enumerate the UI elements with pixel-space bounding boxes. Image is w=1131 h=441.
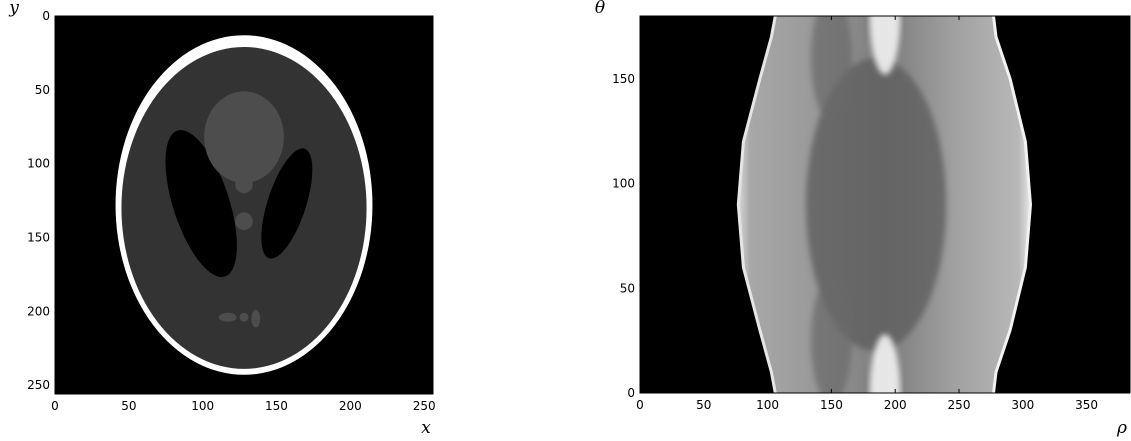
phantom-x-ticks: 0 50 100 150 200 250 xyxy=(51,16,436,413)
right-ventricle xyxy=(261,148,313,259)
sinogram-x-tick-label: 100 xyxy=(756,398,779,412)
phantom-x-tick-label: 150 xyxy=(265,399,288,413)
bottom-center-blob xyxy=(239,312,249,322)
phantom-x-tick-label: 0 xyxy=(51,399,59,413)
sinogram-right-rim xyxy=(992,16,1033,393)
sinogram-x-tick-label: 0 xyxy=(636,398,644,412)
phantom-shapes xyxy=(115,35,373,375)
phantom-y-tick-label: 100 xyxy=(27,157,50,171)
sinogram-panel: 0 50 100 150 200 250 300 350 0 50 100 150 ρ θ xyxy=(595,0,1131,438)
sinogram-y-ticks: 0 50 100 150 xyxy=(612,72,1130,400)
top-ellipse xyxy=(204,91,284,183)
phantom-axes-frame xyxy=(54,15,434,395)
sinogram-bright-bands xyxy=(869,16,901,393)
phantom-x-tick-label: 250 xyxy=(413,399,436,413)
left-ventricle xyxy=(165,129,237,278)
sinogram-x-tick-label: 50 xyxy=(696,398,711,412)
sinogram-bright-band xyxy=(869,334,901,393)
phantom-y-tick-label: 0 xyxy=(42,9,50,23)
phantom-y-tick-label: 150 xyxy=(27,230,50,244)
phantom-y-tick-label: 250 xyxy=(27,378,50,392)
sinogram-x-tick-label: 350 xyxy=(1075,398,1098,412)
phantom-y-ticks: 0 50 100 150 200 250 xyxy=(27,9,433,392)
phantom-panel: 0 50 100 150 200 250 0 50 100 150 200 250 x y xyxy=(8,0,435,438)
sinogram-bright-band xyxy=(869,16,901,75)
phantom-x-tick-label: 50 xyxy=(121,399,136,413)
phantom-x-tick-label: 100 xyxy=(191,399,214,413)
sinogram-x-tick-label: 300 xyxy=(1011,398,1034,412)
sinogram-y-tick-label: 100 xyxy=(612,177,635,191)
small-upper-blob xyxy=(235,175,253,194)
bottom-right-blob xyxy=(251,309,261,328)
sinogram-y-tick-label: 0 xyxy=(627,386,635,400)
phantom-y-axis-label: y xyxy=(8,0,19,18)
sinogram-x-tick-label: 200 xyxy=(884,398,907,412)
small-middle-blob xyxy=(235,212,253,231)
sinogram-x-tick-label: 250 xyxy=(948,398,971,412)
brain xyxy=(121,47,367,369)
bottom-left-blob xyxy=(218,312,237,322)
phantom-x-axis-label: x xyxy=(421,418,431,438)
sinogram-x-tick-label: 150 xyxy=(820,398,843,412)
sinogram-dark-lobe-lower xyxy=(810,277,852,393)
sinogram-y-axis-label: θ xyxy=(595,0,605,18)
sinogram-inner-traces xyxy=(805,16,947,393)
phantom-y-tick-label: 50 xyxy=(35,83,50,97)
sinogram-y-tick-label: 150 xyxy=(612,72,635,86)
sinogram-axes-frame xyxy=(639,15,1131,394)
sinogram-dark-lobe xyxy=(805,57,947,352)
sinogram-left-rim xyxy=(736,16,777,393)
sinogram-dark-lobe-upper xyxy=(810,16,852,121)
sinogram-content xyxy=(736,16,1033,393)
sinogram-y-tick-label: 50 xyxy=(620,281,635,295)
sinogram-x-axis-label: ρ xyxy=(1116,418,1127,438)
phantom-y-tick-label: 200 xyxy=(27,304,50,318)
sinogram-x-ticks: 0 50 100 150 200 250 300 350 xyxy=(636,16,1098,412)
phantom-x-tick-label: 200 xyxy=(339,399,362,413)
